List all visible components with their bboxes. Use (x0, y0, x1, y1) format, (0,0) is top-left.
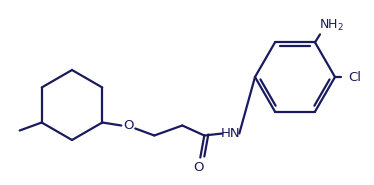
Text: Cl: Cl (349, 70, 362, 83)
Text: O: O (193, 161, 203, 174)
Text: O: O (123, 119, 134, 132)
Text: HN: HN (221, 127, 240, 140)
Text: NH$_2$: NH$_2$ (319, 18, 343, 33)
